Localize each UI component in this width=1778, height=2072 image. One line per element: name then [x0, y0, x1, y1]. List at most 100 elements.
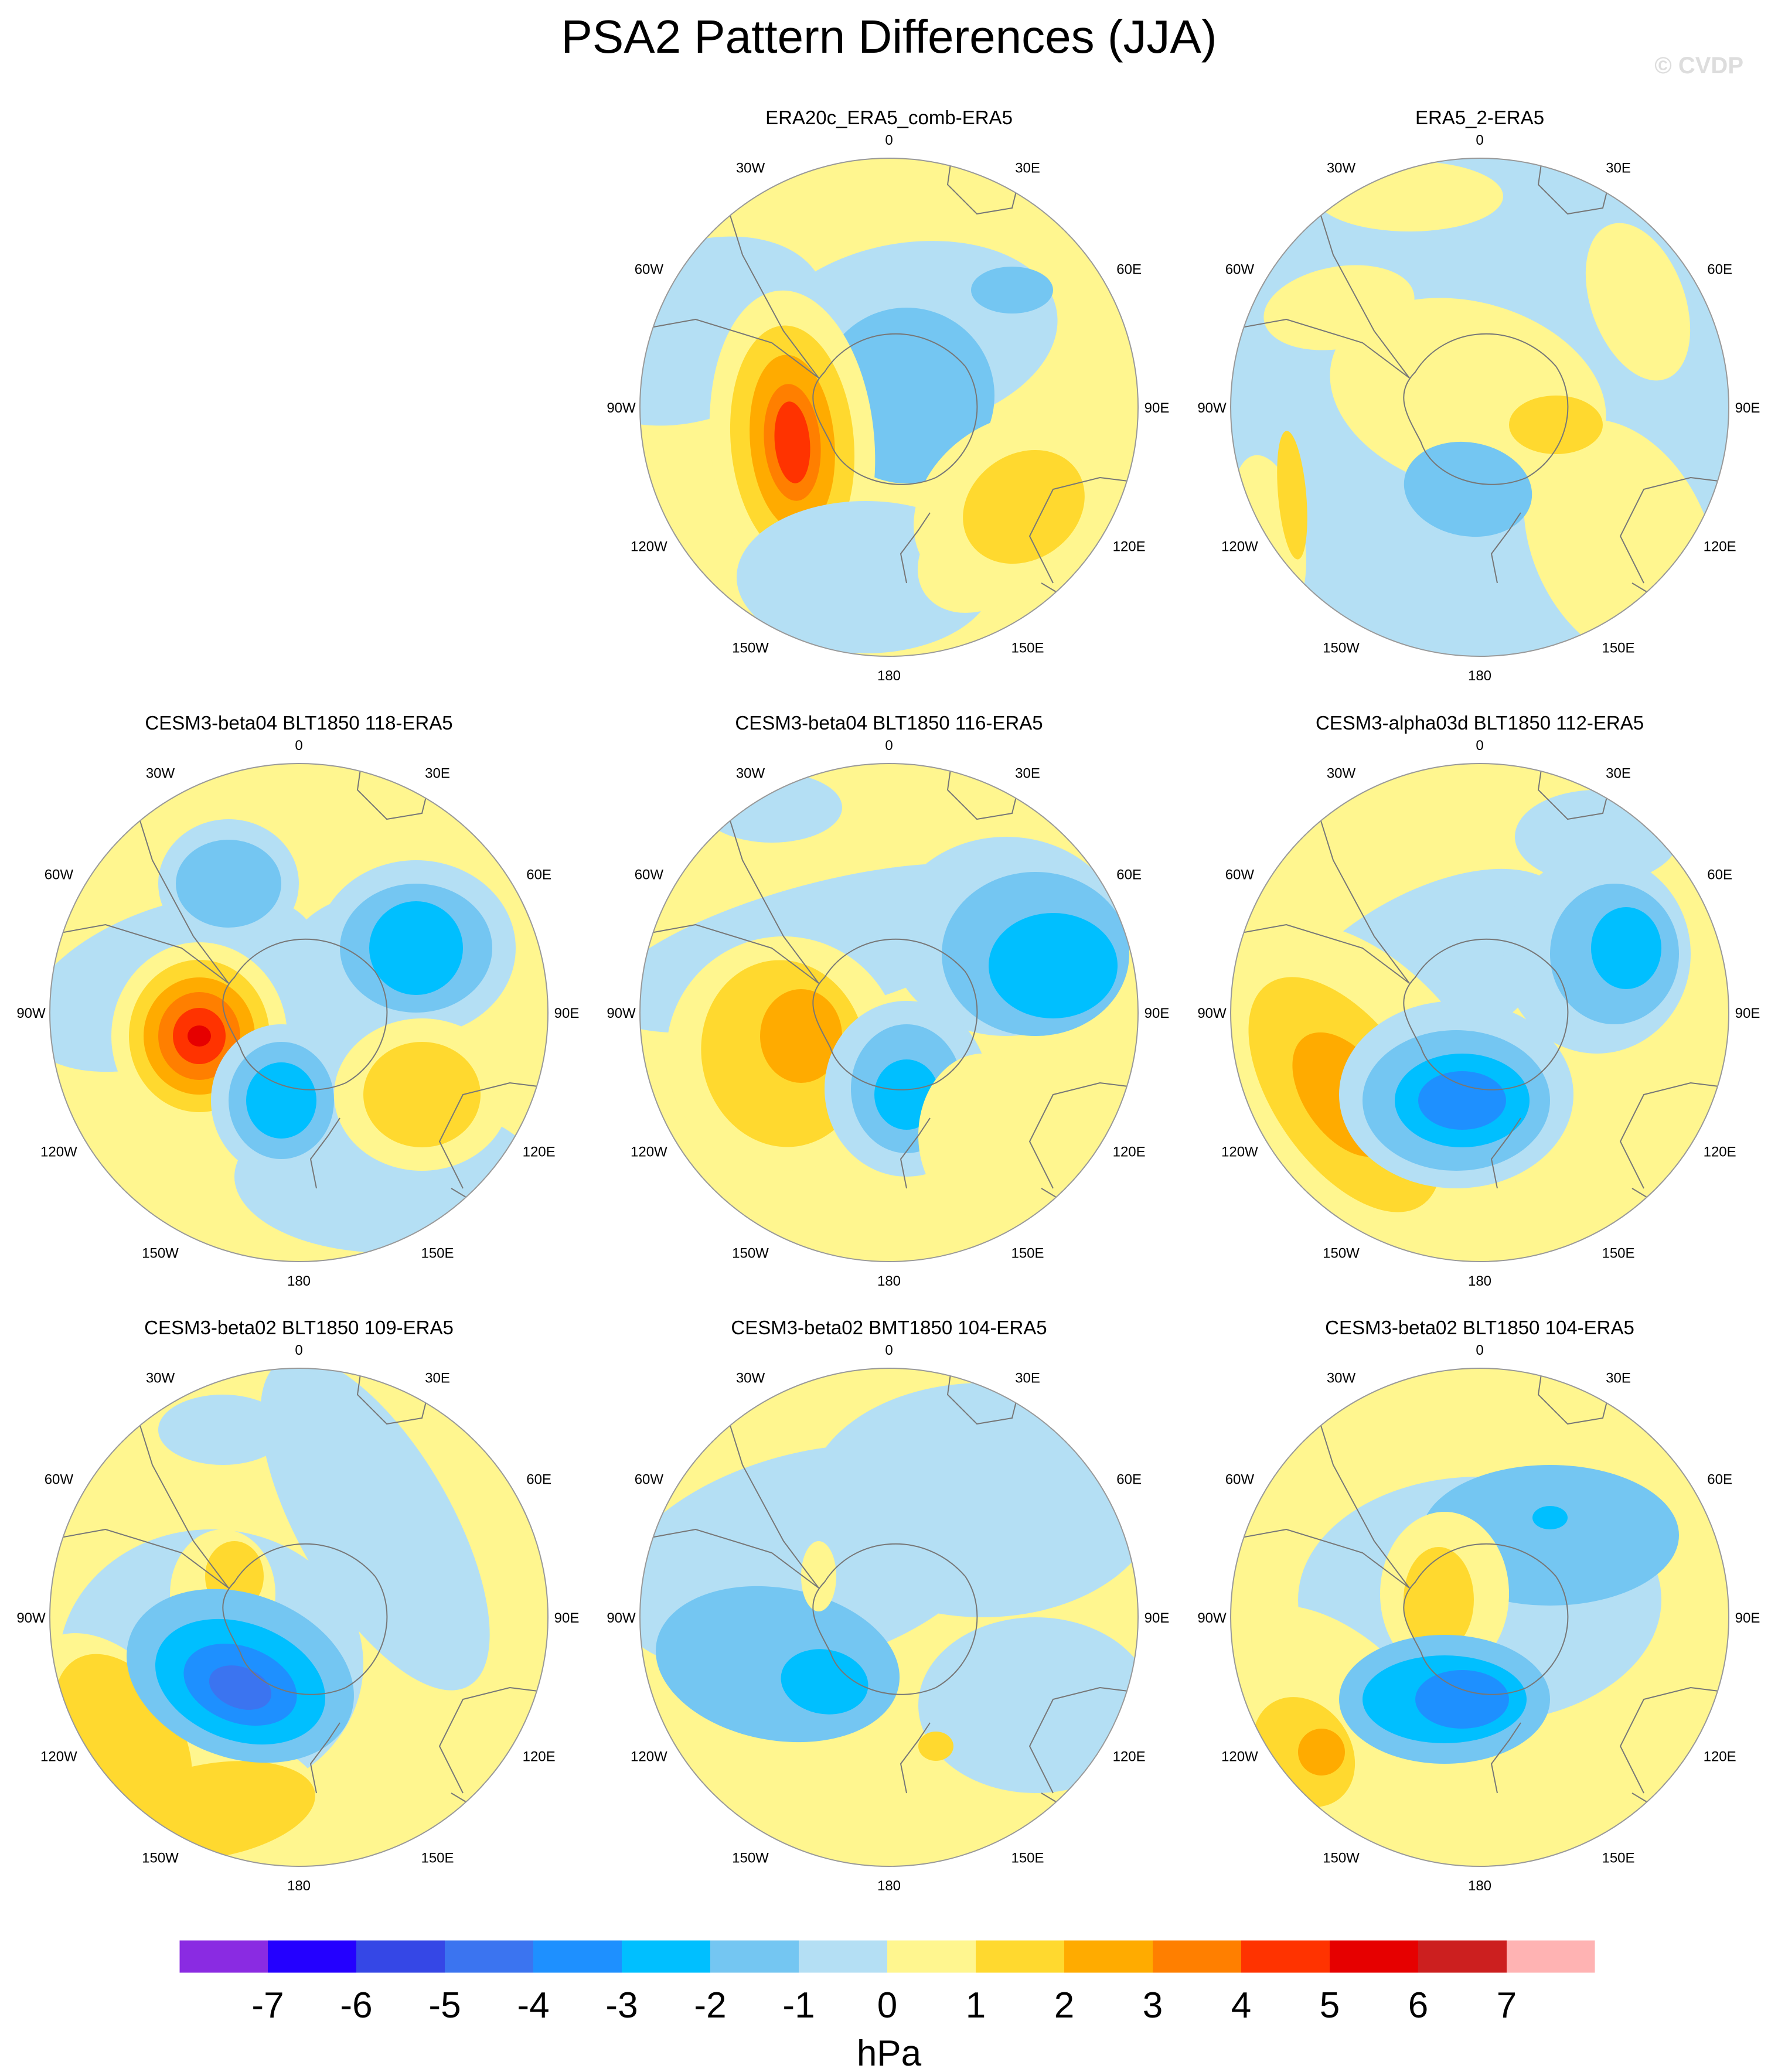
colorbar-tick-label: -1 [782, 1985, 815, 2026]
longitude-label: 180 [287, 1273, 311, 1289]
longitude-label: 150E [1011, 1246, 1044, 1262]
map-border [49, 1368, 549, 1867]
map-panel: 0 30E 60E 90E 120E 150E 180 150W 120W 90W 60W 30W CE… [1197, 712, 1760, 1289]
colorbar-tick-label: 5 [1320, 1985, 1340, 2026]
longitude-label: 90E [1145, 1006, 1170, 1021]
longitude-label: 180 [1468, 668, 1491, 684]
panel-title: CESM3-beta04 BLT1850 118-ERA5 [145, 712, 452, 734]
longitude-label: 90W [1197, 1006, 1227, 1021]
contour-region [1277, 431, 1307, 560]
contour-region [807, 1383, 1138, 1617]
colorbar-swatch [179, 1940, 268, 1973]
map-panel: 0 30E 60E 90E 120E 150E 180 150W 120W 90W 60W 30W CE… [16, 712, 579, 1289]
longitude-label: 120W [631, 1749, 667, 1765]
map-border [49, 763, 549, 1262]
colorbar-tick-label: 7 [1497, 1985, 1517, 2026]
longitude-label: 60E [1707, 867, 1732, 883]
watermark: © CVDP [1654, 53, 1743, 79]
colorbar-swatch [268, 1940, 356, 1973]
longitude-label: 90W [1197, 400, 1227, 416]
contour-region [918, 1732, 953, 1761]
longitude-label: 90W [16, 1610, 46, 1626]
colorbar-tick-label: 2 [1054, 1985, 1074, 2026]
colorbar-tick-label: 3 [1143, 1985, 1163, 2026]
longitude-label: 120W [1221, 1144, 1258, 1160]
map-panels: 0 30E 60E 90E 120E 150E 180 150W 120W 90W 60W 30W ER… [16, 107, 1760, 1894]
contour-region [1404, 441, 1532, 537]
colorbar-swatch [1330, 1940, 1418, 1973]
colorbar-units-label: hPa [857, 2033, 922, 2072]
contour-region [918, 1617, 1138, 1793]
contour-region [989, 913, 1118, 1018]
colorbar-swatch [1241, 1940, 1330, 1973]
longitude-label: 30W [736, 765, 765, 781]
contour-region [246, 1062, 316, 1139]
longitude-label: 150W [732, 1246, 769, 1262]
map-panel: 0 30E 60E 90E 120E 150E 180 150W 120W 90W 60W 30W ER… [607, 107, 1169, 684]
longitude-label: 150E [1602, 1246, 1634, 1262]
panel-title: ERA20c_ERA5_comb-ERA5 [765, 107, 1013, 128]
contour-region [176, 840, 281, 928]
map-panel: 0 30E 60E 90E 120E 150E 180 150W 120W 90W 60W 30W CE… [607, 1317, 1170, 1894]
longitude-label: 60E [526, 1472, 551, 1488]
longitude-label: 120E [1704, 539, 1736, 555]
colorbar-tick-label: 4 [1231, 1985, 1251, 2026]
contour-region [451, 764, 548, 831]
longitude-label: 150E [1011, 640, 1044, 656]
longitude-label: 60E [1707, 262, 1732, 278]
colorbar-swatch [799, 1940, 887, 1973]
longitude-label: 120E [523, 1749, 556, 1765]
colorbar-swatch [445, 1940, 533, 1973]
longitude-label: 60E [1116, 1472, 1142, 1488]
longitude-label: 120E [1113, 539, 1146, 555]
longitude-label: 30W [146, 765, 175, 781]
longitude-label: 30W [736, 1370, 765, 1386]
longitude-label: 150W [142, 1851, 179, 1866]
contour-region [369, 901, 463, 995]
colorbar-tick-label: 0 [877, 1985, 897, 2026]
colorbar-tick-label: -4 [517, 1985, 549, 2026]
longitude-label: 60W [635, 867, 664, 883]
contour-field [640, 764, 1138, 1262]
contour-region [781, 1649, 868, 1715]
contour-region [963, 449, 1085, 564]
contour-field [1231, 158, 1729, 656]
longitude-label: 150W [732, 1851, 769, 1866]
longitude-label: 30E [1015, 765, 1040, 781]
longitude-label: 150E [1602, 640, 1634, 656]
longitude-label: 30W [1327, 160, 1356, 176]
colorbar-swatch [1418, 1940, 1507, 1973]
longitude-label: 90W [16, 1006, 46, 1021]
longitude-label: 150W [1323, 640, 1360, 656]
longitude-label: 180 [877, 668, 901, 684]
contour-region [1585, 223, 1691, 381]
contour-region [1532, 1506, 1568, 1529]
contour-region [760, 989, 842, 1083]
colorbar-swatch [710, 1940, 799, 1973]
longitude-label: 90E [1145, 1610, 1170, 1626]
longitude-label: 150E [421, 1851, 454, 1866]
colorbar-tick-label: 6 [1408, 1985, 1428, 2026]
longitude-label: 150W [1323, 1851, 1360, 1866]
longitude-label: 60E [1707, 1472, 1732, 1488]
colorbar-tick-label: -3 [605, 1985, 638, 2026]
panel-title: ERA5_2-ERA5 [1415, 107, 1544, 128]
longitude-label: 0 [295, 738, 302, 754]
longitude-label: 0 [885, 1342, 893, 1358]
panel-title: CESM3-beta02 BMT1850 104-ERA5 [731, 1317, 1047, 1338]
longitude-label: 180 [877, 1878, 901, 1894]
longitude-label: 150W [1323, 1246, 1360, 1262]
contour-region [918, 1054, 1047, 1218]
map-border [639, 763, 1139, 1262]
colorbar-swatch [356, 1940, 445, 1973]
panel-title: CESM3-alpha03d BLT1850 112-ERA5 [1316, 712, 1644, 734]
colorbar-swatch [1153, 1940, 1241, 1973]
contour-region [801, 1541, 836, 1611]
longitude-label: 150E [1602, 1851, 1634, 1866]
longitude-label: 30W [1327, 765, 1356, 781]
longitude-label: 90E [1735, 1006, 1760, 1021]
longitude-label: 0 [1476, 738, 1483, 754]
longitude-label: 120W [40, 1749, 77, 1765]
longitude-label: 120W [631, 1144, 667, 1160]
